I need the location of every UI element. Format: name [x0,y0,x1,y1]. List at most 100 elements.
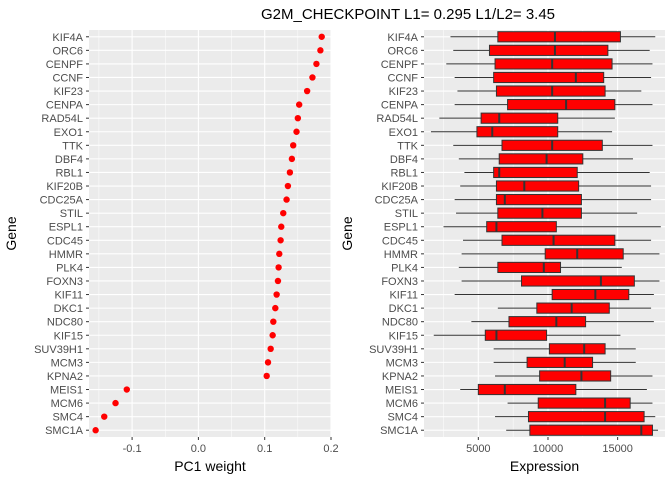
gene-tick-label: ESPL1 [49,222,83,234]
data-point-cdc45 [277,237,284,244]
gene-tick-label: PLK4 [56,262,83,274]
box-iqr [493,166,578,179]
left-y-axis-label: Gene [3,216,19,250]
gene-tick-label: FOXN3 [381,276,418,288]
boxplot-kif11 [454,288,654,301]
data-point-smc4 [101,413,108,420]
chart-title: G2M_CHECKPOINT L1= 0.295 L1/L2= 3.45 [261,6,555,23]
boxplot-smc4 [495,411,656,423]
box-iqr [508,316,587,328]
box-iqr [498,153,584,165]
gene-tick-label: STIL [395,208,418,220]
gene-tick-label: KIF11 [54,290,83,302]
data-point-cenpa [295,101,303,108]
gene-tick-label: SUV39H1 [34,344,83,356]
data-point-mcm3 [264,359,272,366]
gene-tick-label: KIF15 [54,330,83,342]
box-iqr [497,31,621,43]
data-point-stil [280,209,287,217]
x-tick-label: 5000 [466,443,490,455]
data-point-kpna2 [263,372,270,380]
box-iqr [486,221,557,233]
boxplot-mcm3 [493,356,636,368]
gene-tick-label: MCM6 [51,398,83,410]
box-iqr [497,207,582,219]
boxplot-dbf4 [458,153,633,165]
gene-tick-label: DKC1 [54,303,83,315]
gene-tick-label: PLK4 [391,262,418,274]
data-point-kif15 [269,332,276,339]
gene-tick-label: RBL1 [55,167,83,179]
x-tick-label: -0.1 [123,443,142,455]
data-point-suv39h1 [267,345,274,353]
boxplot-kif20b [460,180,652,192]
data-point-hmmr [276,250,283,258]
boxplot-cdc25a [454,193,652,206]
boxplot-ndc80 [471,316,654,328]
x-tick-label: 0.0 [191,443,206,455]
data-point-plk4 [275,264,282,271]
gene-tick-label: TTK [397,140,418,152]
gene-tick-label: ORC6 [387,45,418,57]
gene-tick-label: CDC25A [40,195,84,207]
boxplot-foxn3 [461,275,660,287]
gene-tick-label: MEIS1 [385,385,418,397]
gene-tick-label: KIF11 [389,290,418,302]
box-iqr [544,248,624,260]
data-point-cenpf [313,60,320,68]
gene-tick-label: CDC45 [382,235,418,247]
box-iqr [477,383,577,396]
gene-tick-label: CCNF [387,72,418,84]
boxplot-kif15 [433,329,621,341]
box-iqr [488,44,609,56]
gene-tick-label: SMC1A [380,425,419,437]
box-iqr [507,99,616,111]
gene-tick-label: CENPA [46,100,84,112]
data-point-dkc1 [272,304,279,312]
x-tick-label: 0.1 [257,443,272,455]
data-point-ccnf [309,74,316,81]
boxplot-mcm6 [507,397,653,409]
boxplot-ccnf [454,71,652,84]
left-x-axis-label: PC1 weight [174,458,246,474]
box-iqr [501,234,616,246]
data-point-ttk [290,142,297,149]
boxplot-suv39h1 [493,343,636,355]
gene-tick-label: CENPF [381,59,419,71]
box-iqr [476,126,559,138]
gene-tick-label: CDC25A [375,195,419,207]
boxplot-cdc45 [463,234,652,246]
x-tick-label: 0.2 [323,443,338,455]
gene-tick-label: SUV39H1 [369,344,418,356]
right-x-axis-label: Expression [510,458,579,474]
x-tick-label: 10000 [533,443,564,455]
gene-tick-label: KPNA2 [382,371,418,383]
boxplot-kif4a [450,31,656,43]
gene-tick-label: KIF23 [54,86,83,98]
gene-tick-label: FOXN3 [46,276,83,288]
data-point-exo1 [293,128,300,135]
box-iqr [537,397,631,409]
right-x-tick-labels: 5000 10000 15000 [466,437,633,455]
boxplot-ttk [453,139,653,151]
gene-tick-label: KPNA2 [47,371,83,383]
boxplot-espl1 [443,221,661,233]
gene-tick-label: RAD54L [41,113,83,125]
box-iqr [527,411,645,423]
data-point-kif11 [273,291,280,298]
box-iqr [521,275,635,287]
gene-tick-label: STIL [60,208,83,220]
boxplot-stil [456,207,638,219]
box-iqr [494,58,613,70]
boxplot-dkc1 [497,302,652,314]
boxplot-rad54l [439,112,615,124]
boxplot-kpna2 [495,370,653,382]
gene-tick-label: CENPA [381,100,419,112]
data-point-smc1a [92,427,99,434]
box-iqr [480,112,559,124]
gene-tick-label: CENPF [46,59,84,71]
box-iqr [529,424,653,436]
